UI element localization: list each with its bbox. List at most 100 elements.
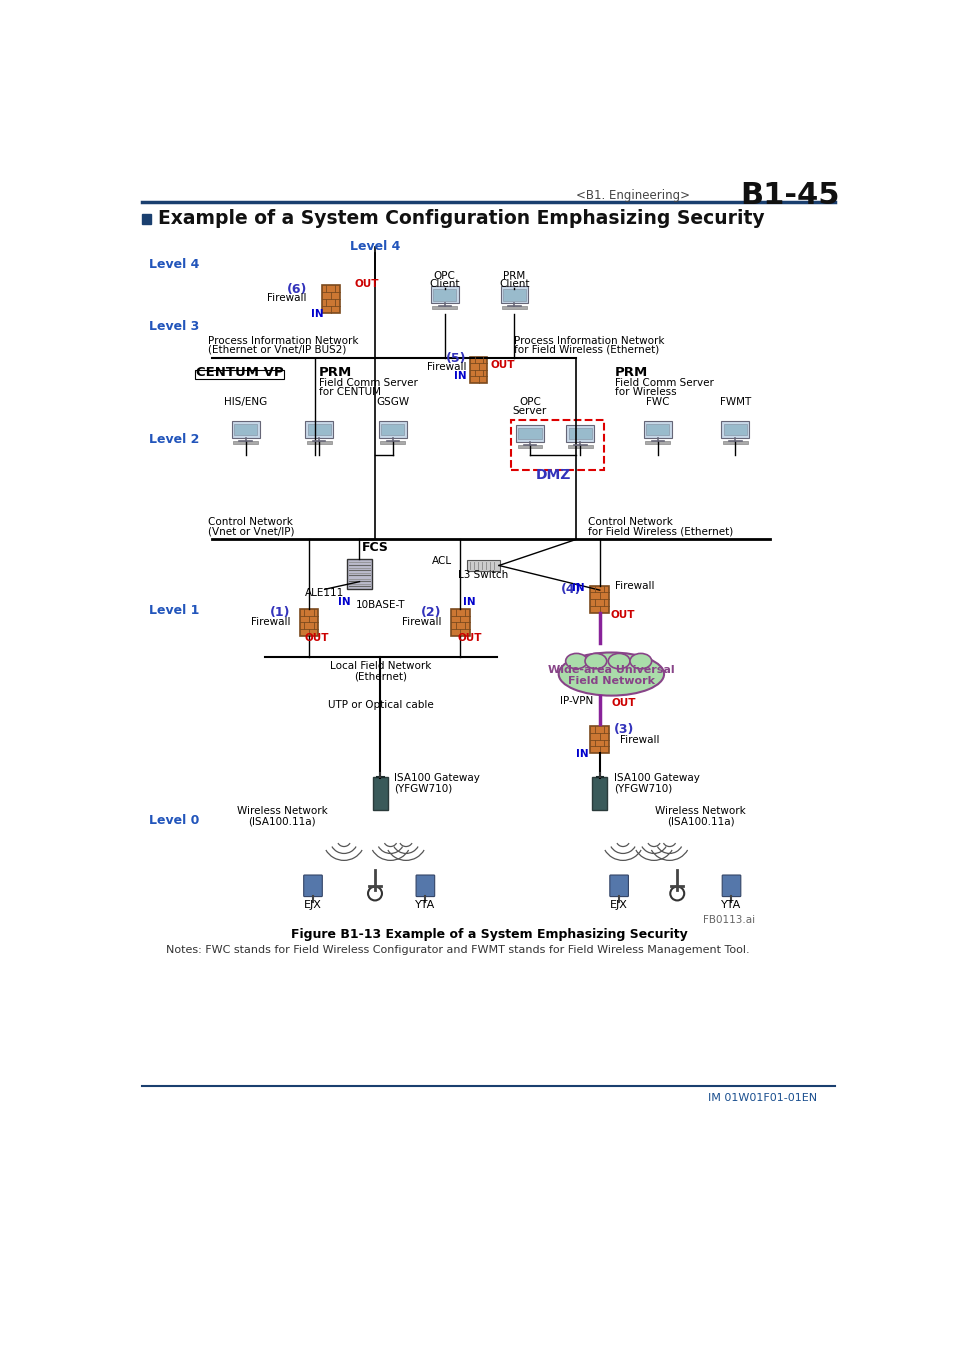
FancyBboxPatch shape [722,440,747,444]
Text: YTA: YTA [415,900,435,910]
Text: OUT: OUT [354,278,378,289]
FancyBboxPatch shape [567,444,592,448]
FancyBboxPatch shape [381,424,404,435]
Text: Field Network: Field Network [567,676,654,686]
Text: Level 4: Level 4 [149,258,199,271]
FancyBboxPatch shape [307,424,331,435]
Text: Wide-area Universal: Wide-area Universal [547,666,674,675]
Ellipse shape [565,653,587,668]
Text: EJX: EJX [610,900,627,910]
Text: IN: IN [575,749,588,759]
FancyBboxPatch shape [451,609,469,636]
Text: (1): (1) [270,606,291,618]
Text: (5): (5) [445,352,466,365]
FancyBboxPatch shape [500,286,528,302]
Ellipse shape [608,653,629,668]
FancyBboxPatch shape [299,609,318,636]
Text: (6): (6) [286,282,307,296]
FancyBboxPatch shape [721,875,740,896]
Text: Firewall: Firewall [251,617,291,626]
Text: IN: IN [571,583,583,593]
Text: Process Information Network: Process Information Network [208,336,358,346]
FancyBboxPatch shape [592,778,607,810]
Text: PRM: PRM [319,366,352,379]
FancyBboxPatch shape [432,306,456,309]
FancyBboxPatch shape [568,428,592,439]
Text: UTP or Optical cable: UTP or Optical cable [327,699,433,710]
Text: FWMT: FWMT [719,397,750,408]
FancyBboxPatch shape [233,424,257,435]
FancyBboxPatch shape [517,428,541,439]
Ellipse shape [629,653,651,668]
Text: CENTUM VP: CENTUM VP [195,366,283,379]
Text: for Field Wireless (Ethernet): for Field Wireless (Ethernet) [587,526,733,536]
Text: Level 1: Level 1 [149,605,199,617]
Ellipse shape [558,652,663,695]
Text: Client: Client [498,279,529,289]
Bar [142,213,151,224]
FancyBboxPatch shape [378,421,406,437]
Text: Level 3: Level 3 [149,320,199,332]
FancyBboxPatch shape [303,875,322,896]
Text: B1-45: B1-45 [740,181,840,211]
Text: 10BASE-T: 10BASE-T [355,599,405,610]
Text: (Ethernet or Vnet/IP BUS2): (Ethernet or Vnet/IP BUS2) [208,344,346,355]
Text: (Ethernet): (Ethernet) [354,671,407,682]
Text: ISA100 Gateway: ISA100 Gateway [613,774,699,783]
FancyBboxPatch shape [380,440,405,444]
Text: Local Field Network: Local Field Network [330,662,431,671]
FancyBboxPatch shape [307,440,332,444]
FancyBboxPatch shape [501,306,526,309]
FancyBboxPatch shape [467,560,499,571]
Text: Field Comm Server: Field Comm Server [319,378,417,387]
FancyBboxPatch shape [433,289,456,301]
Text: L3 Switch: L3 Switch [457,570,508,579]
Text: Example of a System Configuration Emphasizing Security: Example of a System Configuration Emphas… [158,209,763,228]
FancyBboxPatch shape [305,421,333,437]
Text: FB0113.ai: FB0113.ai [702,915,754,926]
FancyBboxPatch shape [566,424,594,441]
FancyBboxPatch shape [590,586,608,613]
Text: ACL: ACL [432,556,452,566]
FancyBboxPatch shape [232,421,259,437]
Text: Firewall: Firewall [615,580,654,590]
Text: Field Comm Server: Field Comm Server [615,378,714,387]
Text: DMZ: DMZ [535,467,570,482]
Text: Firewall: Firewall [619,734,659,744]
Text: (ISA100.11a): (ISA100.11a) [666,817,734,826]
FancyBboxPatch shape [470,356,487,383]
FancyBboxPatch shape [609,875,628,896]
FancyBboxPatch shape [233,440,257,444]
Text: IP-VPN: IP-VPN [559,697,593,706]
Text: Firewall: Firewall [402,617,441,626]
Bar [195,370,283,379]
Text: Level 4: Level 4 [350,240,399,254]
FancyBboxPatch shape [590,726,608,753]
Text: ALE111: ALE111 [305,589,344,598]
FancyBboxPatch shape [431,286,458,302]
Text: <B1. Engineering>: <B1. Engineering> [576,189,690,202]
Text: (YFGW710): (YFGW710) [613,783,671,792]
Text: Firewall: Firewall [427,362,466,371]
Text: GSGW: GSGW [375,397,409,408]
FancyBboxPatch shape [373,778,388,810]
Text: IN: IN [454,371,466,381]
Text: IN: IN [463,598,476,608]
Text: IN: IN [311,309,323,319]
Text: OUT: OUT [490,360,515,370]
Text: HIS/ENG: HIS/ENG [224,397,267,408]
Text: Control Network: Control Network [587,517,672,528]
Text: (4): (4) [560,583,580,595]
Text: Server: Server [513,406,547,416]
Text: PRM: PRM [615,366,648,379]
FancyBboxPatch shape [720,421,748,437]
Text: EJX: EJX [304,900,321,910]
FancyBboxPatch shape [502,289,525,301]
Text: Process Information Network: Process Information Network [514,336,664,346]
Text: for Field Wireless (Ethernet): for Field Wireless (Ethernet) [514,344,659,355]
FancyBboxPatch shape [416,875,435,896]
FancyBboxPatch shape [645,424,669,435]
Text: IM 01W01F01-01EN: IM 01W01F01-01EN [707,1092,816,1103]
FancyBboxPatch shape [516,424,543,441]
FancyBboxPatch shape [347,559,372,590]
